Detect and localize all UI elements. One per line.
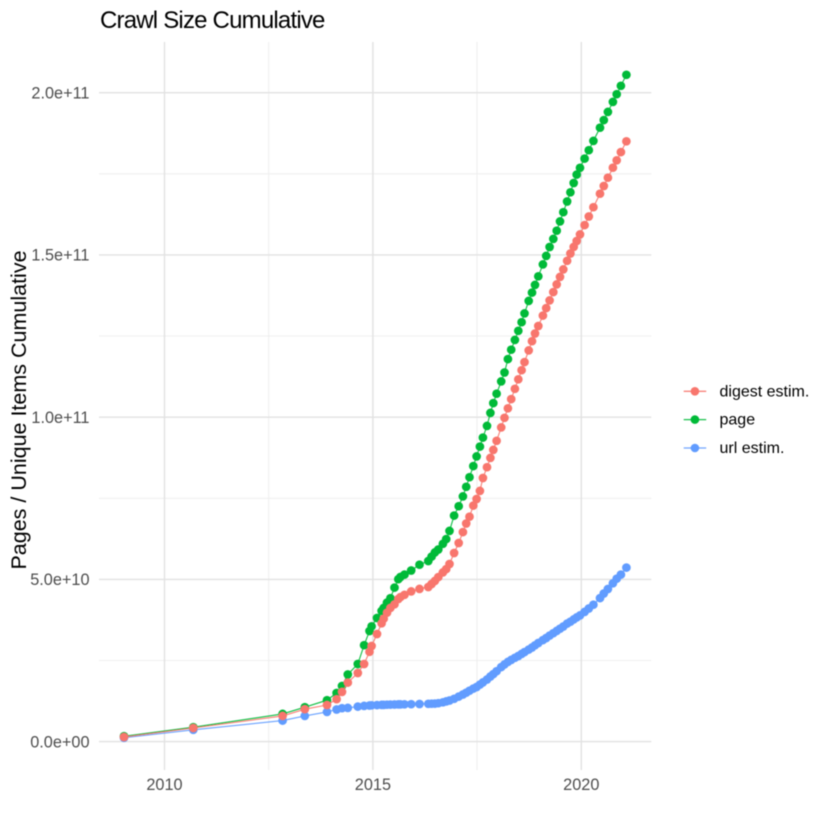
svg-text:2020: 2020 [563, 776, 599, 794]
svg-text:2.0e+11: 2.0e+11 [31, 85, 89, 103]
svg-text:2015: 2015 [355, 776, 391, 794]
svg-text:url estim.: url estim. [720, 440, 785, 457]
svg-text:0.0e+00: 0.0e+00 [30, 733, 89, 751]
svg-text:Pages / Unique Items Cumulativ: Pages / Unique Items Cumulative [7, 250, 31, 569]
svg-text:Crawl Size Cumulative: Crawl Size Cumulative [100, 7, 325, 34]
svg-text:1.0e+11: 1.0e+11 [31, 409, 89, 427]
svg-text:2010: 2010 [146, 776, 182, 794]
svg-text:digest estim.: digest estim. [720, 383, 810, 400]
svg-text:1.5e+11: 1.5e+11 [31, 247, 89, 265]
svg-text:page: page [720, 412, 756, 429]
svg-text:5.0e+10: 5.0e+10 [30, 571, 89, 589]
